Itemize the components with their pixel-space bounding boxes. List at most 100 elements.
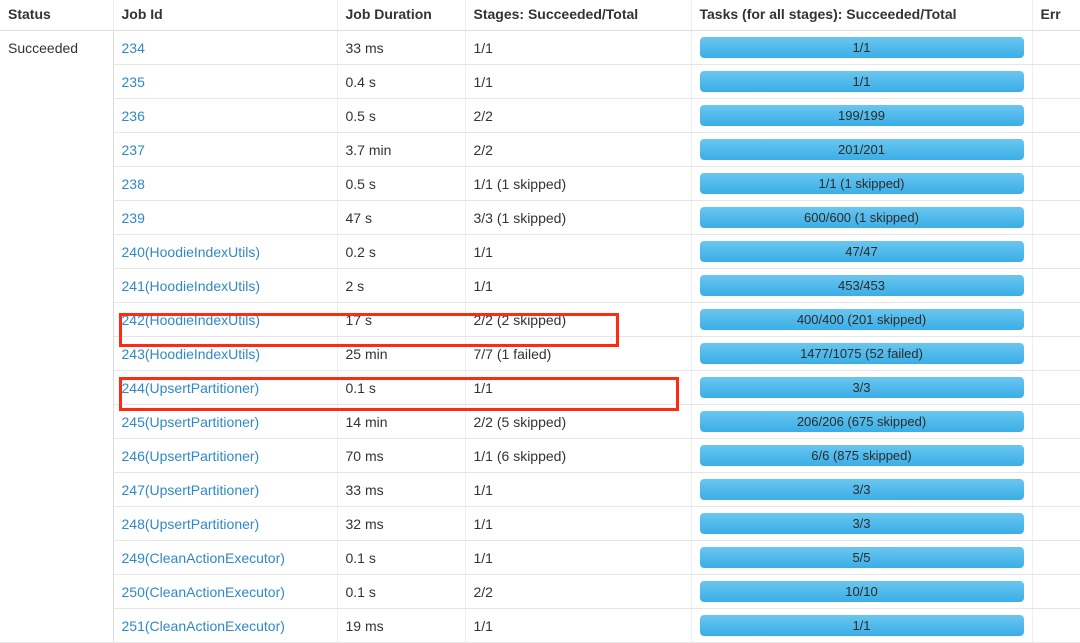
col-header-stages[interactable]: Stages: Succeeded/Total bbox=[465, 0, 691, 31]
err-cell bbox=[1032, 439, 1080, 473]
tasks-progress-bar[interactable]: 3/3 bbox=[700, 479, 1024, 500]
progress-label: 3/3 bbox=[852, 380, 870, 395]
tasks-cell: 3/3 bbox=[691, 371, 1032, 405]
tasks-cell: 1/1 bbox=[691, 31, 1032, 65]
table-row: 245(UpsertPartitioner)14 min2/2 (5 skipp… bbox=[0, 405, 1080, 439]
err-cell bbox=[1032, 201, 1080, 235]
job-id-link[interactable]: 250(CleanActionExecutor) bbox=[122, 584, 285, 600]
duration-cell: 0.5 s bbox=[337, 99, 465, 133]
progress-label: 206/206 (675 skipped) bbox=[797, 414, 926, 429]
stages-cell: 2/2 bbox=[465, 133, 691, 167]
job-id-link[interactable]: 238 bbox=[122, 176, 145, 192]
job-id-link[interactable]: 249(CleanActionExecutor) bbox=[122, 550, 285, 566]
stages-cell: 1/1 bbox=[465, 235, 691, 269]
progress-label: 3/3 bbox=[852, 482, 870, 497]
job-id-link[interactable]: 245(UpsertPartitioner) bbox=[122, 414, 260, 430]
job-id-link[interactable]: 251(CleanActionExecutor) bbox=[122, 618, 285, 634]
job-id-link[interactable]: 242(HoodieIndexUtils) bbox=[122, 312, 261, 328]
tasks-progress-bar[interactable]: 206/206 (675 skipped) bbox=[700, 411, 1024, 432]
job-id-link[interactable]: 239 bbox=[122, 210, 145, 226]
progress-label: 5/5 bbox=[852, 550, 870, 565]
table-row: 2380.5 s1/1 (1 skipped)1/1 (1 skipped) bbox=[0, 167, 1080, 201]
tasks-cell: 453/453 bbox=[691, 269, 1032, 303]
tasks-cell: 5/5 bbox=[691, 541, 1032, 575]
col-header-tasks[interactable]: Tasks (for all stages): Succeeded/Total bbox=[691, 0, 1032, 31]
duration-cell: 0.1 s bbox=[337, 371, 465, 405]
tasks-progress-bar[interactable]: 400/400 (201 skipped) bbox=[700, 309, 1024, 330]
job-id-link[interactable]: 247(UpsertPartitioner) bbox=[122, 482, 260, 498]
tasks-progress-bar[interactable]: 3/3 bbox=[700, 377, 1024, 398]
progress-label: 10/10 bbox=[845, 584, 878, 599]
table-row: 244(UpsertPartitioner)0.1 s1/13/3 bbox=[0, 371, 1080, 405]
col-header-job-id[interactable]: Job Id bbox=[113, 0, 337, 31]
err-cell bbox=[1032, 269, 1080, 303]
duration-cell: 0.5 s bbox=[337, 167, 465, 201]
err-cell bbox=[1032, 541, 1080, 575]
status-cell bbox=[0, 235, 113, 269]
tasks-progress-bar[interactable]: 1477/1075 (52 failed) bbox=[700, 343, 1024, 364]
err-cell bbox=[1032, 609, 1080, 643]
job-id-link[interactable]: 235 bbox=[122, 74, 145, 90]
tasks-progress-bar[interactable]: 1/1 (1 skipped) bbox=[700, 173, 1024, 194]
job-id-cell: 247(UpsertPartitioner) bbox=[113, 473, 337, 507]
stages-cell: 1/1 bbox=[465, 269, 691, 303]
duration-cell: 47 s bbox=[337, 201, 465, 235]
err-cell bbox=[1032, 65, 1080, 99]
col-header-status[interactable]: Status bbox=[0, 0, 113, 31]
duration-cell: 70 ms bbox=[337, 439, 465, 473]
tasks-cell: 201/201 bbox=[691, 133, 1032, 167]
progress-label: 1/1 (1 skipped) bbox=[819, 176, 905, 191]
col-header-duration[interactable]: Job Duration bbox=[337, 0, 465, 31]
job-id-link[interactable]: 246(UpsertPartitioner) bbox=[122, 448, 260, 464]
col-header-err[interactable]: Err bbox=[1032, 0, 1080, 31]
tasks-cell: 600/600 (1 skipped) bbox=[691, 201, 1032, 235]
job-id-link[interactable]: 236 bbox=[122, 108, 145, 124]
job-id-link[interactable]: 241(HoodieIndexUtils) bbox=[122, 278, 261, 294]
status-cell bbox=[0, 405, 113, 439]
jobs-table-body: Succeeded23433 ms1/11/12350.4 s1/11/1236… bbox=[0, 31, 1080, 643]
stages-cell: 1/1 bbox=[465, 541, 691, 575]
err-cell bbox=[1032, 99, 1080, 133]
job-id-link[interactable]: 243(HoodieIndexUtils) bbox=[122, 346, 261, 362]
status-cell bbox=[0, 473, 113, 507]
stages-cell: 2/2 bbox=[465, 575, 691, 609]
status-cell bbox=[0, 609, 113, 643]
table-row: 246(UpsertPartitioner)70 ms1/1 (6 skippe… bbox=[0, 439, 1080, 473]
stages-cell: 1/1 bbox=[465, 65, 691, 99]
err-cell bbox=[1032, 31, 1080, 65]
tasks-progress-bar[interactable]: 453/453 bbox=[700, 275, 1024, 296]
tasks-cell: 206/206 (675 skipped) bbox=[691, 405, 1032, 439]
tasks-progress-bar[interactable]: 1/1 bbox=[700, 37, 1024, 58]
tasks-progress-bar[interactable]: 47/47 bbox=[700, 241, 1024, 262]
tasks-progress-bar[interactable]: 600/600 (1 skipped) bbox=[700, 207, 1024, 228]
table-row: 2360.5 s2/2199/199 bbox=[0, 99, 1080, 133]
tasks-cell: 400/400 (201 skipped) bbox=[691, 303, 1032, 337]
tasks-progress-bar[interactable]: 3/3 bbox=[700, 513, 1024, 534]
duration-cell: 2 s bbox=[337, 269, 465, 303]
job-id-link[interactable]: 248(UpsertPartitioner) bbox=[122, 516, 260, 532]
job-id-link[interactable]: 237 bbox=[122, 142, 145, 158]
tasks-progress-bar[interactable]: 5/5 bbox=[700, 547, 1024, 568]
tasks-progress-bar[interactable]: 199/199 bbox=[700, 105, 1024, 126]
job-id-link[interactable]: 234 bbox=[122, 40, 145, 56]
err-cell bbox=[1032, 167, 1080, 201]
err-cell bbox=[1032, 133, 1080, 167]
tasks-progress-bar[interactable]: 6/6 (875 skipped) bbox=[700, 445, 1024, 466]
duration-cell: 0.2 s bbox=[337, 235, 465, 269]
tasks-progress-bar[interactable]: 10/10 bbox=[700, 581, 1024, 602]
stages-cell: 7/7 (1 failed) bbox=[465, 337, 691, 371]
stages-cell: 1/1 bbox=[465, 31, 691, 65]
stages-cell: 1/1 bbox=[465, 473, 691, 507]
job-id-cell: 234 bbox=[113, 31, 337, 65]
job-id-link[interactable]: 244(UpsertPartitioner) bbox=[122, 380, 260, 396]
jobs-table: Status Job Id Job Duration Stages: Succe… bbox=[0, 0, 1080, 643]
tasks-progress-bar[interactable]: 1/1 bbox=[700, 615, 1024, 636]
stages-cell: 1/1 bbox=[465, 507, 691, 541]
tasks-progress-bar[interactable]: 1/1 bbox=[700, 71, 1024, 92]
progress-label: 199/199 bbox=[838, 108, 885, 123]
duration-cell: 32 ms bbox=[337, 507, 465, 541]
tasks-progress-bar[interactable]: 201/201 bbox=[700, 139, 1024, 160]
status-cell bbox=[0, 541, 113, 575]
status-cell bbox=[0, 99, 113, 133]
job-id-link[interactable]: 240(HoodieIndexUtils) bbox=[122, 244, 261, 260]
